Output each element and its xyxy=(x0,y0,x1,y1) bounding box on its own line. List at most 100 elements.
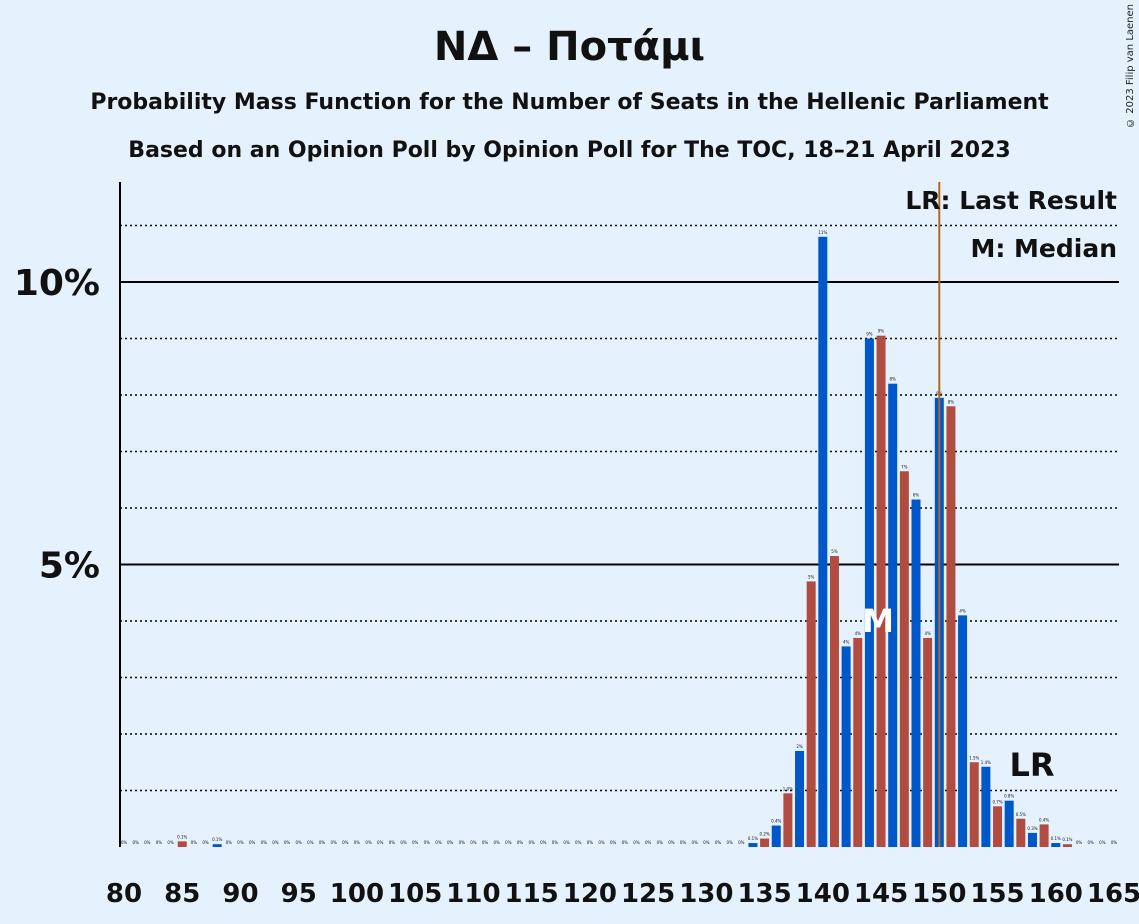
x-tick-120: 120 xyxy=(563,879,617,909)
bar-label-154: 1.4% xyxy=(981,760,991,765)
bar-label-117: 0% xyxy=(552,840,559,845)
bar-label-109: 0% xyxy=(459,840,466,845)
bar-label-123: 0% xyxy=(622,840,629,845)
x-tick-125: 125 xyxy=(621,879,675,909)
bar-label-155: 0.7% xyxy=(992,799,1002,804)
bar-136 xyxy=(771,825,781,847)
y-tick-5: 5% xyxy=(39,546,100,587)
bar-138 xyxy=(795,750,805,847)
bar-label-113: 0% xyxy=(505,840,512,845)
legend-last-result: LR: Last Result xyxy=(905,186,1117,215)
bar-159 xyxy=(1039,824,1049,847)
bar-label-112: 0% xyxy=(494,840,501,845)
bar-158 xyxy=(1027,832,1037,847)
bar-153 xyxy=(969,762,979,847)
bar-label-132: 0% xyxy=(726,840,733,845)
bar-144 xyxy=(864,338,874,847)
bar-157 xyxy=(1016,818,1026,847)
bar-label-138: 2% xyxy=(796,744,803,749)
bar-149 xyxy=(923,637,933,847)
bar-label-88: 0.1% xyxy=(212,837,222,842)
bar-label-81: 0% xyxy=(132,840,139,845)
bar-label-115: 0% xyxy=(528,840,535,845)
bar-label-135: 0.2% xyxy=(760,832,770,837)
bar-label-152: 4% xyxy=(959,608,966,613)
bar-134 xyxy=(748,843,758,847)
bar-label-96: 0% xyxy=(307,840,314,845)
bar-label-99: 0% xyxy=(342,840,349,845)
bar-label-101: 0% xyxy=(365,840,372,845)
bar-label-148: 6% xyxy=(913,493,920,498)
bar-label-141: 5% xyxy=(831,549,838,554)
bar-label-129: 0% xyxy=(692,840,699,845)
bar-label-130: 0% xyxy=(703,840,710,845)
chart-subtitle: Probability Mass Function for the Number… xyxy=(90,90,1049,115)
median-marker: M xyxy=(862,602,894,640)
x-tick-150: 150 xyxy=(912,879,966,909)
bar-label-163: 0% xyxy=(1088,840,1095,845)
bar-label-124: 0% xyxy=(633,840,640,845)
bar-label-134: 0.1% xyxy=(748,836,758,841)
bar-160 xyxy=(1051,843,1061,847)
bar-label-165: 0% xyxy=(1111,840,1118,845)
chart-title: ΝΔ – Ποτάμι xyxy=(433,24,706,70)
last-result-marker: LR xyxy=(1009,746,1054,784)
axes: 5% 10% 80 85 90 95 100 105 110 115 120 125 130 135 140… xyxy=(14,182,1139,909)
x-tick-85: 85 xyxy=(164,879,200,909)
bar-label-140: 11% xyxy=(818,230,827,235)
bar-label-131: 0% xyxy=(715,840,722,845)
bar-labels: 0% 0% 0% 0% 0% 0.1% 0% 0% 0.1% 0% 0% 0% 0% 0% 0% 0% 0% 0%… xyxy=(121,230,1118,845)
bar-label-86: 0% xyxy=(191,840,198,845)
bar-label-114: 0% xyxy=(517,840,524,845)
bar-label-145: 9% xyxy=(878,329,885,334)
bar-156 xyxy=(1004,800,1014,847)
x-tick-140: 140 xyxy=(796,879,850,909)
bar-label-90: 0% xyxy=(237,840,244,845)
x-tick-80: 80 xyxy=(106,879,142,909)
bar-label-161: 0.1% xyxy=(1062,837,1072,842)
bar-label-127: 0% xyxy=(668,840,675,845)
bar-label-164: 0% xyxy=(1099,840,1106,845)
bar-label-92: 0% xyxy=(261,840,268,845)
bar-label-162: 0% xyxy=(1076,840,1083,845)
bar-label-159: 0.4% xyxy=(1039,817,1049,822)
bar-label-149: 4% xyxy=(924,631,931,636)
bars xyxy=(177,236,1072,848)
bar-148 xyxy=(911,499,921,847)
bar-139 xyxy=(806,581,816,847)
bar-137 xyxy=(783,793,793,847)
bar-label-110: 0% xyxy=(470,840,477,845)
bar-142 xyxy=(841,646,851,847)
bar-label-107: 0% xyxy=(435,840,442,845)
bar-label-100: 0% xyxy=(354,840,361,845)
chart-subtitle-source: Based on an Opinion Poll by Opinion Poll… xyxy=(128,138,1011,163)
bar-label-143: 4% xyxy=(855,631,862,636)
bar-label-108: 0% xyxy=(447,840,454,845)
bar-label-157: 0.5% xyxy=(1016,812,1026,817)
bar-label-156: 0.8% xyxy=(1004,794,1014,799)
bar-label-80: 0% xyxy=(121,840,128,845)
bar-label-87: 0% xyxy=(202,840,209,845)
y-tick-10: 10% xyxy=(14,263,100,304)
bar-label-126: 0% xyxy=(657,840,664,845)
bar-label-111: 0% xyxy=(482,840,489,845)
bar-label-98: 0% xyxy=(330,840,337,845)
bar-label-94: 0% xyxy=(284,840,291,845)
bar-label-128: 0% xyxy=(680,840,687,845)
bar-135 xyxy=(760,838,770,847)
bar-label-144: 9% xyxy=(866,332,873,337)
bar-143 xyxy=(853,637,863,847)
bar-label-151: 8% xyxy=(948,399,955,404)
bar-label-136: 0.4% xyxy=(771,819,781,824)
bar-label-146: 8% xyxy=(890,377,897,382)
bar-label-119: 0% xyxy=(575,840,582,845)
legend-median: M: Median xyxy=(970,234,1117,263)
bar-label-104: 0% xyxy=(400,840,407,845)
bar-141 xyxy=(829,556,839,847)
x-tick-145: 145 xyxy=(854,879,908,909)
bar-label-142: 4% xyxy=(843,639,850,644)
bar-85 xyxy=(177,841,187,847)
bar-label-160: 0.1% xyxy=(1051,836,1061,841)
bar-label-103: 0% xyxy=(389,840,396,845)
